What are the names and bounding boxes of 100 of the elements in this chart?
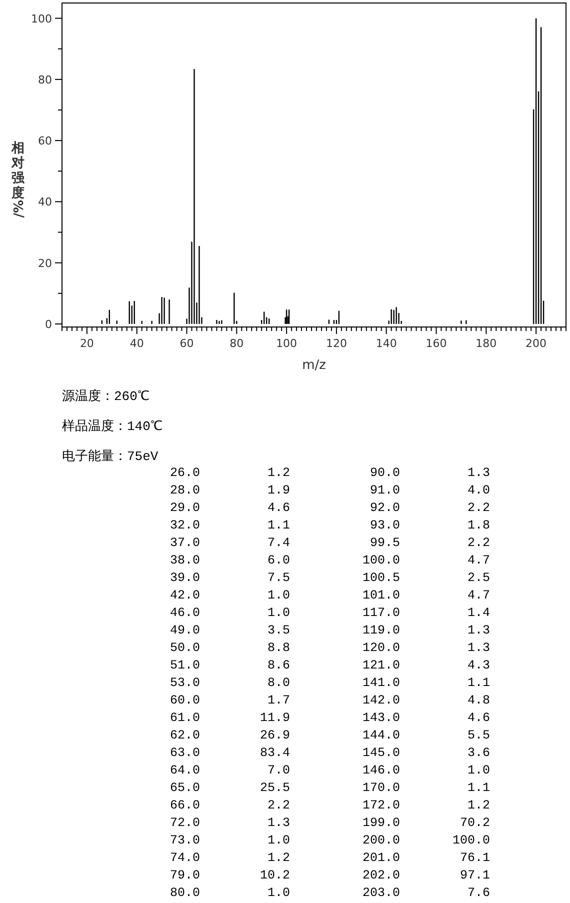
text: 7.0 [267,764,290,778]
y-tick-label: 100 [31,12,52,26]
text: 2.2 [467,501,490,515]
text: 91.0 [370,484,400,498]
text: 1.0 [267,606,290,620]
text: 202.0 [362,868,400,882]
text: 76.1 [460,851,490,865]
y-tick-label: 60 [38,134,52,148]
text: 62.0 [170,728,200,742]
y-tick-label: 20 [38,256,52,270]
text: 80.0 [170,886,200,900]
text: 93.0 [370,518,400,532]
text: 1.7 [267,694,290,708]
text: 1.1 [467,676,490,690]
text: 79.0 [170,868,200,882]
text: 70.2 [460,816,490,830]
text: 37.0 [170,536,200,550]
text: 53.0 [170,676,200,690]
text: 2.2 [467,536,490,550]
text: 1.0 [267,886,290,900]
text: 5.5 [467,728,490,742]
text: 4.8 [467,694,490,708]
text: 1.3 [267,816,290,830]
text: 101.0 [362,588,400,602]
text: 26.0 [170,466,200,480]
text: 1.0 [267,834,290,848]
x-tick-label: 80 [230,337,244,350]
text: 样品温度：140℃ [62,418,162,434]
text: 1.0 [467,764,490,778]
text: 65.0 [170,781,200,795]
y-tick-label: 40 [38,196,52,209]
text: 电子能量：75eV [62,449,158,464]
text: 26.9 [260,728,290,742]
text: 100.0 [452,834,490,848]
x-tick-label: 20 [80,337,94,350]
x-tick-label: 160 [426,337,447,350]
text: 29.0 [170,501,200,515]
text: 117.0 [362,606,400,620]
text: 46.0 [170,606,200,620]
y-axis-title: 相对强度/% [10,141,27,218]
text: 66.0 [170,798,200,812]
text: 3.6 [467,746,490,760]
text: 11.9 [260,711,290,725]
text: 120.0 [362,641,400,655]
text: 1.3 [467,466,490,480]
text: 6.0 [267,554,290,568]
text: 72.0 [170,816,200,830]
text: 145.0 [362,746,400,760]
text: 7.5 [267,571,290,585]
text: 42.0 [170,588,200,602]
text: 74.0 [170,851,200,865]
text: 2.5 [467,571,490,585]
text: 83.4 [260,746,290,760]
text: 32.0 [170,518,200,532]
text: 90.0 [370,466,400,480]
text: 3.5 [267,624,290,638]
text: 8.0 [267,676,290,690]
text: 4.6 [467,711,490,725]
text: 4.7 [467,588,490,602]
text: 50.0 [170,641,200,655]
text: 8.6 [267,658,290,672]
x-tick-label: 40 [130,337,144,350]
text: 201.0 [362,851,400,865]
text: 199.0 [362,816,400,830]
text: 64.0 [170,764,200,778]
text: 143.0 [362,711,400,725]
text: 121.0 [362,658,400,672]
text: 28.0 [170,484,200,498]
text: 92.0 [370,501,400,515]
text: 8.8 [267,641,290,655]
text: 49.0 [170,624,200,638]
text: 1.2 [467,798,490,812]
text: 141.0 [362,676,400,690]
text: 1.3 [467,641,490,655]
y-tick-label: 0 [45,318,52,331]
text: 63.0 [170,746,200,760]
text: 100.5 [362,571,400,585]
text: 10.2 [260,868,290,882]
text: 4.0 [467,484,490,498]
text: 170.0 [362,781,400,795]
text: 119.0 [362,624,400,638]
text: 7.6 [467,886,490,900]
text: 100.0 [362,554,400,568]
text: 172.0 [362,798,400,812]
x-tick-label: 200 [526,337,547,350]
text: 7.4 [267,536,290,550]
text: 1.8 [467,518,490,532]
text: 1.0 [267,588,290,602]
text: 1.2 [267,851,290,865]
text: 142.0 [362,694,400,708]
text: 2.2 [267,798,290,812]
text: 203.0 [362,886,400,900]
y-tick-label: 80 [38,73,52,86]
text: 200.0 [362,834,400,848]
text: 4.7 [467,554,490,568]
x-tick-label: 140 [376,337,397,350]
text: 4.3 [467,658,490,672]
x-tick-label: 60 [180,337,194,350]
text: 39.0 [170,571,200,585]
x-tick-label: 120 [326,337,347,350]
